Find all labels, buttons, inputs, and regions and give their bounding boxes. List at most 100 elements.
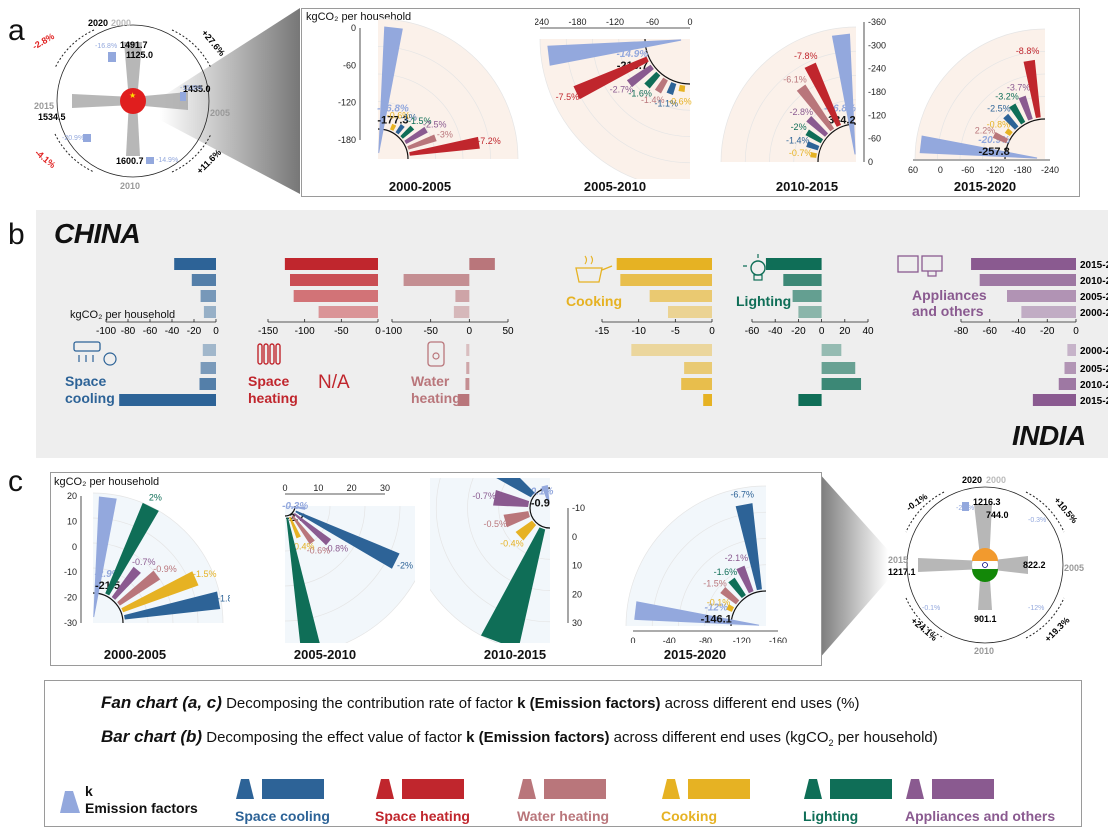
cooking-pot-icon [575,255,613,283]
radial-k-mark [83,134,91,142]
india-k-pct-3: -0.1% [922,605,940,612]
legend-fan-line: Fan chart (a, c) Decomposing the contrib… [101,693,859,713]
india-bar [1064,362,1076,374]
bar-axis-tick: -15 [595,326,610,337]
fan-a-chart-4: -20.9%-257.8 2.2%-0.8% -2.5% -3.2%-3.7% -8.8… [908,28,1059,175]
india-bar [703,394,712,406]
bar-axis-tick: -20 [1040,326,1055,337]
fan-a-2-slice [573,56,649,100]
fan-a-1-slice [400,125,415,139]
fan-a-4-slice [1009,103,1026,125]
india-bar [681,378,712,390]
china-bar [284,258,378,270]
fan-a-1-axis-tick: 0 [351,23,356,33]
india-bar [199,378,216,390]
bar-axis-tick: -5 [671,326,680,337]
china-radial-chart: ★ 2020 2000 2005 2010 2015 1491.7 1125.0… [31,18,230,191]
china-bar [798,306,822,318]
fan-a-2-axis-tick: 0 [687,17,692,27]
fan-c-4-axis-tick: 0 [630,636,635,643]
india-year-2010: 2010 [974,646,994,656]
fan-c-1-slice [124,591,221,620]
china-flag-icon [120,88,146,114]
fan-c-1-slice [111,566,141,600]
bar-axis-tick: 20 [839,326,851,337]
bar-axis-tick: -100 [295,326,315,337]
bar-axis-tick: -20 [187,326,202,337]
fan-c-1-slice [105,502,159,596]
legend-bar-text-post: across different end uses (kgCO [609,729,829,746]
light-bulb-icon [743,254,773,281]
fan-c-4-gridline [625,485,767,627]
china-bar [1021,306,1076,318]
fan-a-1-slice-label: -2.5% [423,119,447,129]
fan-c-3-total-label: -0.9 [531,497,550,509]
fan-a-1-slice-label: -3% [437,129,453,139]
heater-icon [257,343,281,365]
legend-key-label: Lighting [803,808,859,824]
india-bar [200,362,216,374]
fan-c-unit: kgCO₂ per household [54,476,160,488]
fan-a-1-slice-label: -0.6% [387,111,411,121]
bar-axis-tick: -60 [983,326,998,337]
air-conditioner-icon [73,341,117,366]
fan-a-2-slice-label: -1.4% [641,95,665,105]
fan-c-4-slice-label: -0.1% [707,597,731,607]
fan-c-3-gridline [430,588,499,643]
bar-axis-tick: -50 [334,326,349,337]
china-year-2000: 2000 [111,18,131,28]
legend-bar-title: Bar chart (b) [101,727,203,746]
fan-c-3-slice-label: -0.7% [472,491,496,501]
fan-a-2-gridline [565,38,691,164]
fan-c-3-slice [515,520,537,541]
china-value-1491: 1491.7 [120,40,148,50]
bar-axis-tick: -40 [165,326,180,337]
india-bar [821,362,856,374]
india-pct-bot-right: +19.3% [1043,615,1072,644]
india-year-2000: 2000 [986,475,1006,485]
fan-a-3-gridline [720,26,857,163]
enduse-label-2: Space [248,373,289,389]
fan-a-2-slice-label: -7.5% [556,92,580,102]
india-value-1217: 1217.1 [888,567,916,577]
india-bar [119,394,216,406]
fan-a-1-total-label: -177.3 [377,115,408,127]
fan-c-4-k-wedge [634,601,760,626]
fan-a-2-slice-label: -1.6% [628,88,652,98]
radial-bar [124,42,142,101]
legend-key-label: Appliances and others [905,808,1056,824]
enduse-label-line2-2: heating [248,390,298,406]
fan-c-2-k-wedge [286,506,306,510]
bar-axis-tick: -80 [121,326,136,337]
fan-c-3-axis-tick: 10 [572,561,582,571]
fan-a-4-slice-label: -0.8% [987,120,1011,130]
radial-bar [126,101,140,156]
fan-c-3-k-wedge [541,484,550,505]
fan-a-3-slice [806,141,820,151]
china-pct-bot-left: -4.1% [33,147,57,170]
china-k-pct-3: -20.9% [62,135,84,142]
china-k-pct-1: -16.8% [95,43,117,50]
bar-axis-tick: -60 [143,326,158,337]
fan-a-2-fan-background [540,39,690,179]
bar-axis-tick: 0 [709,326,715,337]
panel-letter-a: a [8,14,25,47]
fan-a-title-3: 2010-2015 [775,179,839,194]
radial-k-mark [108,52,116,62]
india-bar [466,362,470,374]
fan-a-4-k-label: -20.9% [978,135,1010,146]
enduse-label-5: Lighting [736,293,791,309]
india-k-pct-1: -2.9% [956,505,974,512]
radial-k-mark [180,92,186,101]
fan-c-1-fan-background [93,493,223,623]
india-period-label: 2000-2005 [1080,346,1108,357]
fan-a-1-slice-label: -7.2% [477,136,501,146]
fan-c-1-slice [117,570,161,606]
india-period-label: 2015-2020 [1080,396,1108,407]
fan-a-2-slice-label: -0.6% [668,96,692,106]
fan-c-4-slice-label: -1.5% [703,579,727,589]
fan-a-2-gridline [539,38,638,179]
fan-c-1-axis-tick: -30 [64,618,77,628]
legend-swatch [906,779,994,799]
enduse-label-4: Cooking [566,293,622,309]
